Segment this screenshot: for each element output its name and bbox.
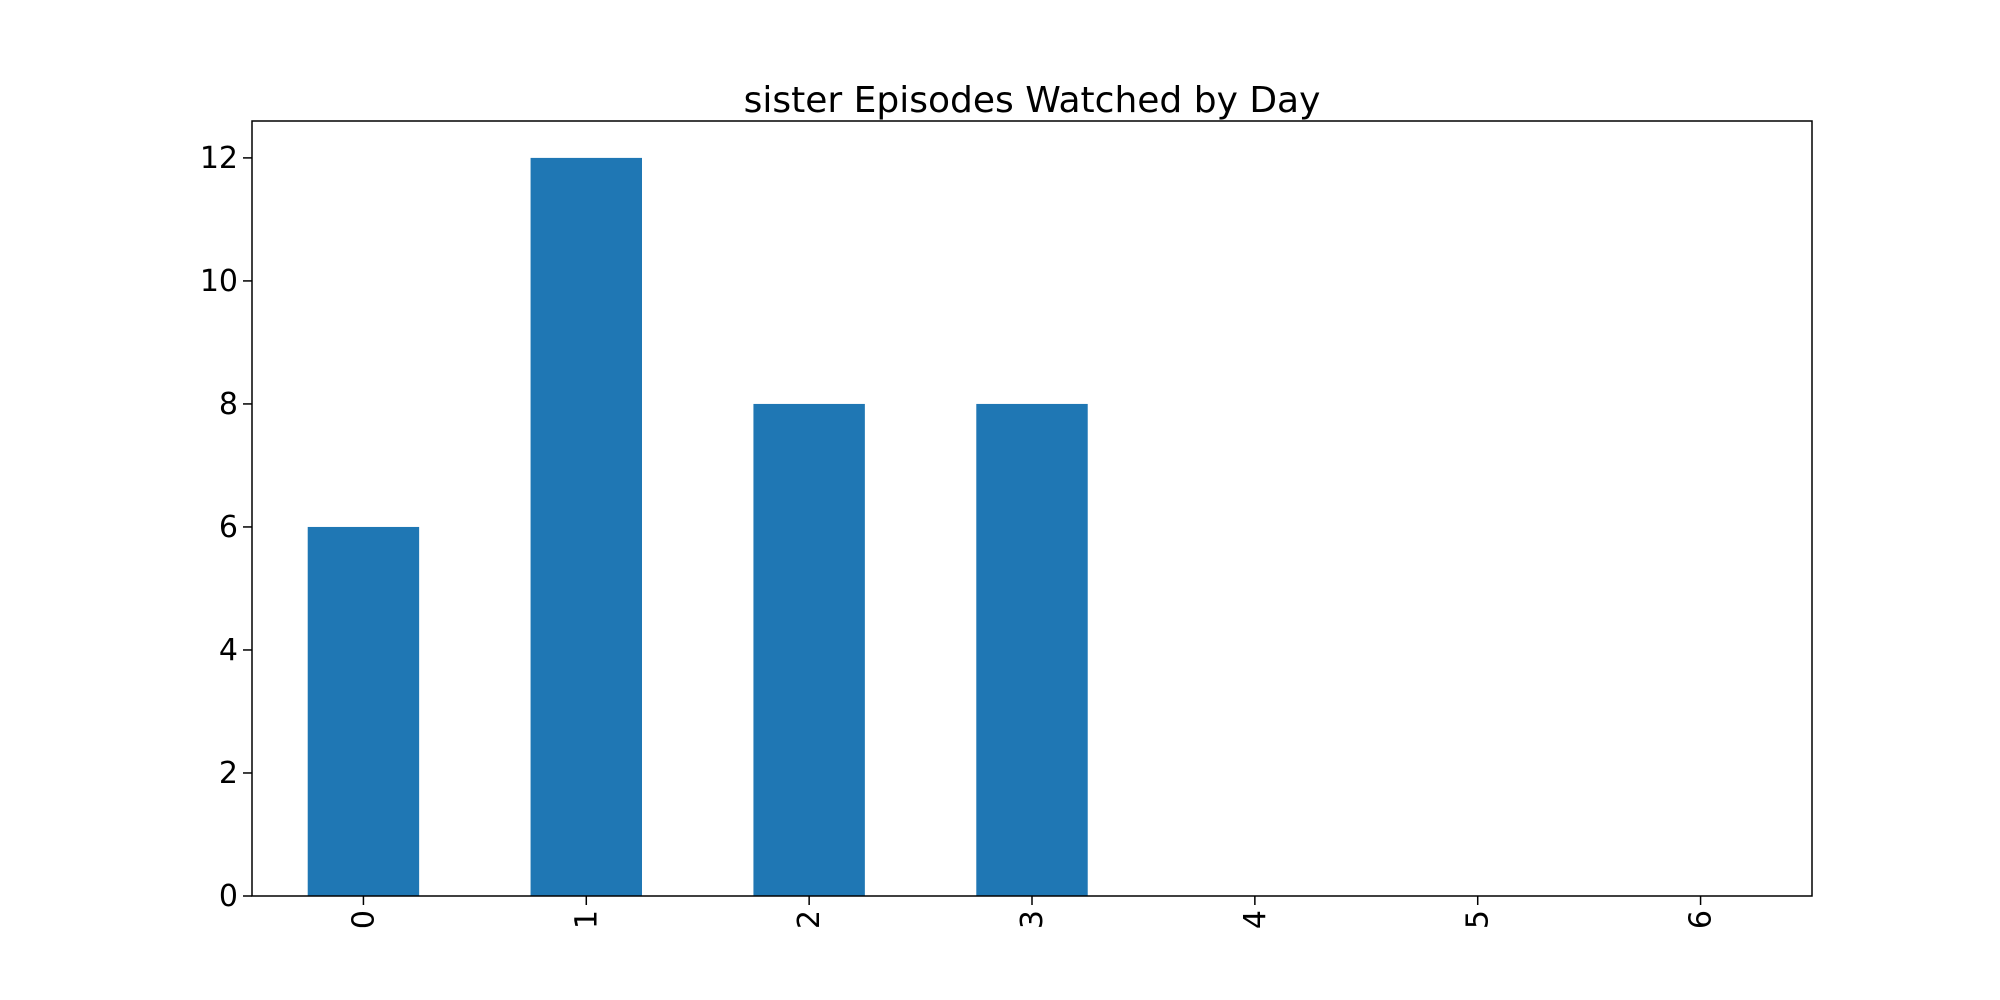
plot-area-frame <box>251 120 1813 897</box>
bars-layer <box>307 157 1088 896</box>
y-tick-label: 10 <box>200 264 238 299</box>
y-axis: 0 2 4 6 8 10 12 <box>200 141 252 914</box>
x-tick-label: 5 <box>1461 910 1496 929</box>
y-tick-label: 4 <box>219 633 238 668</box>
bar-3 <box>976 403 1088 896</box>
y-tick-label: 6 <box>219 510 238 545</box>
y-tick-label: 8 <box>219 387 238 422</box>
x-tick-label: 4 <box>1238 910 1273 929</box>
x-axis: 0 1 2 3 4 5 6 <box>346 896 1719 929</box>
y-tick-label: 0 <box>219 879 238 914</box>
x-tick-label: 1 <box>569 910 604 929</box>
x-tick-label: 3 <box>1015 910 1050 929</box>
chart-title: sister Episodes Watched by Day <box>744 80 1321 121</box>
y-tick-label: 12 <box>200 141 238 176</box>
x-tick-label: 6 <box>1684 910 1719 929</box>
bar-0 <box>307 526 420 896</box>
x-tick-label: 0 <box>346 910 381 929</box>
x-tick-label: 2 <box>792 910 827 929</box>
bar-2 <box>753 403 865 896</box>
bar-1 <box>530 157 642 896</box>
y-tick-label: 2 <box>219 756 238 791</box>
